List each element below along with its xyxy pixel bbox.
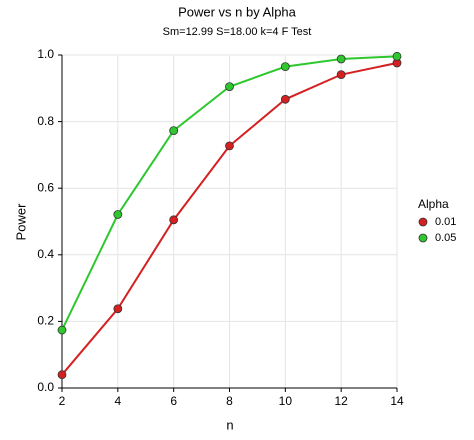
legend-label: 0.01 (435, 216, 456, 228)
x-tick-label: 8 (226, 394, 233, 408)
chart-subtitle: Sm=12.99 S=18.00 k=4 F Test (163, 26, 312, 38)
y-axis-label: Power (13, 203, 28, 241)
legend-marker (418, 217, 428, 227)
data-point (225, 82, 234, 92)
data-point (280, 62, 290, 72)
y-tick-label: 0.8 (37, 114, 54, 128)
legend-marker (418, 233, 428, 243)
data-point (336, 54, 346, 64)
y-tick-label: 0.2 (37, 314, 54, 328)
data-point (336, 70, 346, 80)
y-tick-label: 0.6 (37, 180, 54, 194)
legend-title: Alpha (418, 197, 449, 211)
chart-title: Power vs n by Alpha (178, 4, 297, 19)
x-tick-label: 10 (279, 394, 293, 408)
data-point (392, 51, 402, 61)
data-point (280, 94, 290, 104)
x-tick-label: 14 (390, 394, 404, 408)
x-tick-label: 12 (334, 394, 348, 408)
x-axis-label: n (226, 417, 233, 432)
y-tick-label: 1.0 (37, 47, 54, 61)
x-tick-label: 2 (59, 394, 66, 408)
legend-label: 0.05 (435, 232, 456, 244)
data-point (169, 215, 179, 225)
data-point (113, 210, 123, 219)
data-point (113, 304, 123, 314)
x-tick-label: 6 (170, 394, 177, 408)
y-tick-label: 0.4 (37, 247, 54, 261)
data-point (57, 370, 67, 380)
y-tick-label: 0.0 (37, 380, 54, 394)
data-point (169, 126, 179, 135)
data-point (57, 325, 67, 335)
data-point (225, 141, 234, 151)
x-tick-label: 4 (114, 394, 121, 408)
